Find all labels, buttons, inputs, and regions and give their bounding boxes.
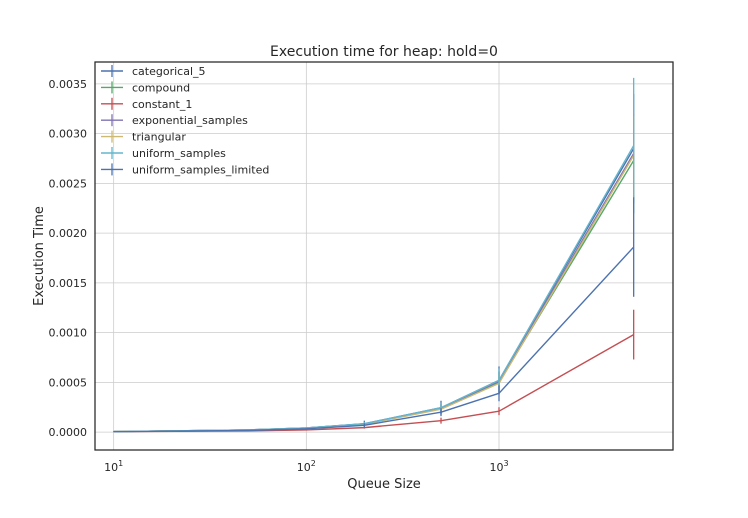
legend-item-uniform_samples_limited: uniform_samples_limited bbox=[101, 163, 269, 176]
x-axis-label: Queue Size bbox=[347, 477, 421, 492]
legend-item-exponential_samples: exponential_samples bbox=[101, 114, 248, 127]
series-line-triangular bbox=[113, 155, 635, 433]
plot-frame bbox=[94, 61, 674, 451]
x-tick-exponent-1: 2 bbox=[311, 459, 316, 468]
legend: categorical_5 compound constant_1 exponenti… bbox=[101, 65, 269, 176]
series-exponential_samples bbox=[113, 113, 635, 433]
legend-item-compound: compound bbox=[101, 81, 190, 94]
chart-title: Execution time for heap: hold=0 bbox=[270, 44, 498, 60]
legend-label-triangular: triangular bbox=[132, 131, 186, 144]
legend-label-uniform_samples_limited: uniform_samples_limited bbox=[132, 163, 269, 176]
legend-label-exponential_samples: exponential_samples bbox=[132, 114, 248, 127]
y-tick-label-3: 0.0015 bbox=[49, 277, 88, 290]
legend-item-constant_1: constant_1 bbox=[101, 97, 192, 111]
x-tick-exponent-2: 3 bbox=[503, 459, 508, 468]
series-constant_1 bbox=[113, 309, 635, 433]
y-tick-label-2: 0.0010 bbox=[49, 327, 88, 340]
x-tick-label-0: 101 bbox=[104, 459, 123, 474]
series-line-uniform_samples_limited bbox=[113, 246, 635, 433]
series-lines bbox=[113, 77, 635, 433]
x-tick-labels: 101 102 103 bbox=[104, 459, 508, 474]
y-tick-label-6: 0.0030 bbox=[49, 128, 88, 141]
grid-lines bbox=[95, 62, 673, 450]
legend-label-constant_1: constant_1 bbox=[132, 98, 192, 111]
series-line-exponential_samples bbox=[113, 153, 635, 433]
y-tick-labels: 0.0000 0.0005 0.0010 0.0015 0.0020 0.0025 0.00… bbox=[49, 78, 88, 439]
y-tick-label-5: 0.0025 bbox=[49, 177, 88, 190]
series-line-compound bbox=[113, 160, 635, 433]
x-tick-exponent-0: 1 bbox=[118, 459, 123, 468]
y-tick-label-7: 0.0035 bbox=[49, 78, 88, 91]
legend-label-uniform_samples: uniform_samples bbox=[132, 147, 226, 160]
y-tick-label-0: 0.0000 bbox=[49, 426, 88, 439]
x-tick-base-2: 10 bbox=[489, 461, 503, 474]
legend-item-triangular: triangular bbox=[101, 130, 186, 144]
legend-item-categorical_5: categorical_5 bbox=[101, 65, 206, 78]
series-line-constant_1 bbox=[113, 333, 635, 433]
y-tick-label-4: 0.0020 bbox=[49, 227, 88, 240]
x-tick-label-2: 103 bbox=[489, 459, 508, 474]
series-categorical_5 bbox=[113, 93, 635, 433]
y-axis-label: Execution Time bbox=[32, 206, 47, 306]
y-tick-label-1: 0.0005 bbox=[49, 376, 88, 389]
series-uniform_samples_limited bbox=[113, 197, 635, 433]
x-tick-base-1: 10 bbox=[297, 461, 311, 474]
legend-label-categorical_5: categorical_5 bbox=[132, 65, 206, 78]
x-tick-label-1: 102 bbox=[297, 459, 316, 474]
x-tick-base-0: 10 bbox=[104, 461, 118, 474]
legend-item-uniform_samples: uniform_samples bbox=[101, 147, 226, 160]
legend-label-compound: compound bbox=[132, 81, 190, 94]
